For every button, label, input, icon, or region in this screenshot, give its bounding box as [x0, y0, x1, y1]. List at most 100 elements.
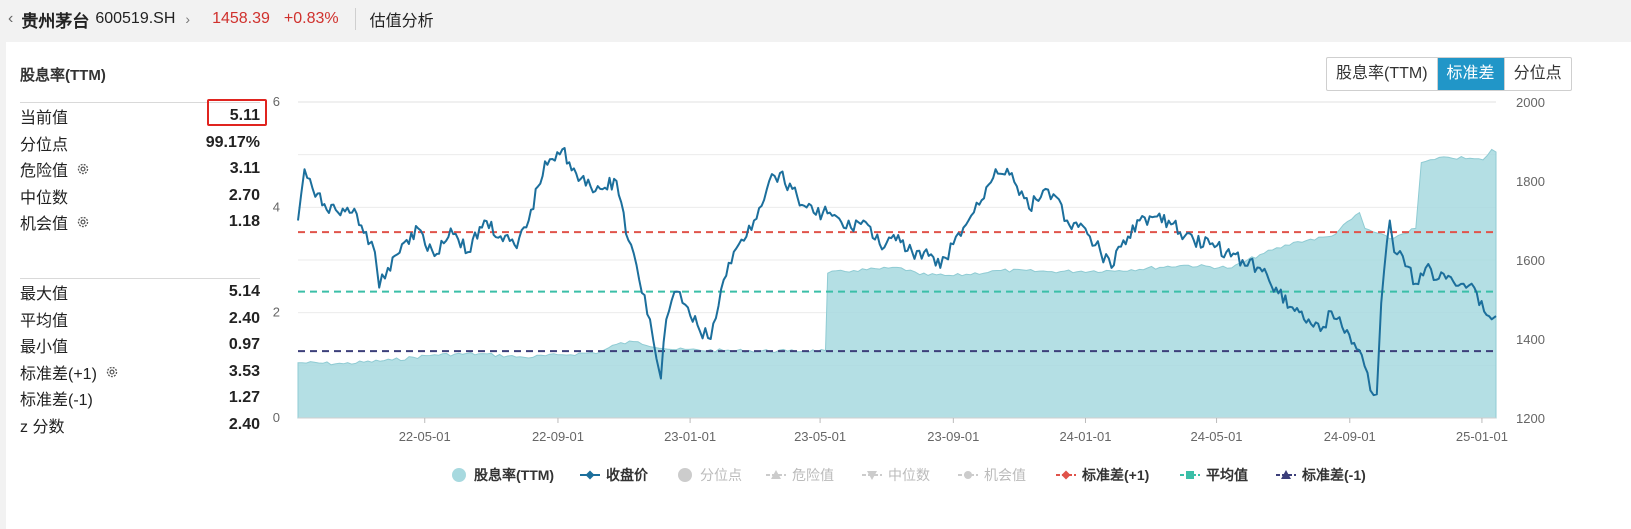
right-axis-tick: 1200: [1516, 411, 1545, 426]
stat-label-text: 最小值: [20, 339, 69, 357]
stat-row: 最大值 5.14: [20, 279, 260, 306]
stat-value: 99.17%: [205, 133, 260, 151]
stat-label-text: 标准差(+1): [20, 365, 97, 383]
stock-name: 贵州茅台: [21, 11, 90, 31]
x-axis-tick: 23-05-01: [794, 429, 846, 444]
top-bar: ‹ 贵州茅台 600519.SH › 1458.39 +0.83% 估值分析: [0, 0, 1631, 38]
legend-label: 收盘价: [606, 467, 649, 483]
chevron-right-icon[interactable]: ›: [185, 11, 191, 27]
legend-label: 标准差(-1): [1301, 467, 1366, 483]
legend-marker: [1281, 470, 1291, 479]
legend-item-0[interactable]: 股息率(TTM): [452, 467, 554, 483]
left-axis-tick: 6: [273, 94, 280, 109]
stat-label: 分位点: [20, 131, 68, 155]
legend-label: 标准差(+1): [1081, 467, 1149, 483]
legend-marker: [585, 470, 595, 480]
stat-value: 2.40: [228, 415, 260, 433]
stat-value: 0.97: [228, 336, 260, 354]
stat-label-text: 最大值: [20, 286, 69, 304]
stat-value: 5.11: [229, 107, 260, 125]
left-axis-tick: 2: [273, 305, 280, 320]
stat-row: 危险值 3.11: [20, 156, 260, 183]
legend-marker: [867, 471, 877, 480]
stat-row: 最小值 0.97: [20, 332, 260, 359]
stat-label: 标准差(-1): [20, 386, 93, 410]
gear-icon[interactable]: [76, 162, 90, 176]
stat-row: 中位数 2.70: [20, 183, 260, 210]
tab-2[interactable]: 分位点: [1513, 65, 1562, 82]
right-axis-tick: 1400: [1516, 332, 1545, 347]
right-axis-tick: 1800: [1516, 174, 1545, 189]
legend-item-4[interactable]: 中位数: [862, 467, 930, 483]
x-axis-tick: 25-01-01: [1456, 429, 1508, 444]
legend-label: 机会值: [984, 467, 1026, 483]
stat-label-text: 当前值: [20, 110, 69, 128]
legend-label: 中位数: [888, 467, 930, 483]
legend-label: 危险值: [792, 467, 834, 483]
stat-label: 当前值: [20, 104, 68, 128]
panel-title: 股息率(TTM): [20, 67, 106, 84]
stat-value: 3.11: [229, 160, 260, 178]
stat-value: 3.53: [228, 362, 260, 380]
gear-icon[interactable]: [76, 215, 90, 229]
legend-label: 平均值: [1206, 467, 1248, 483]
right-axis-tick: 2000: [1516, 95, 1545, 110]
stat-label-text: 标准差(-1): [20, 392, 93, 410]
stat-label: 中位数: [20, 184, 68, 208]
legend-item-5[interactable]: 机会值: [958, 467, 1026, 483]
x-axis-tick: 22-05-01: [399, 429, 451, 444]
legend-item-7[interactable]: 平均值: [1180, 467, 1248, 483]
page-title: 估值分析: [369, 13, 434, 30]
chevron-left-icon[interactable]: ‹: [8, 10, 14, 27]
stat-label: 最小值: [20, 333, 68, 357]
left-axis-tick: 4: [273, 199, 280, 214]
stat-value: 2.40: [228, 309, 260, 327]
stat-value: 1.27: [228, 389, 260, 407]
legend-item-6[interactable]: 标准差(+1): [1056, 467, 1149, 483]
right-axis-tick: 1600: [1516, 253, 1545, 268]
current-value-highlight: [207, 99, 267, 126]
legend-label: 股息率(TTM): [474, 467, 554, 483]
stat-label: 平均值: [20, 307, 68, 331]
stats-group-primary: 当前值 5.11 分位点 99.17% 危险值 3.11 中位数 2.70 机会值 1.18: [20, 102, 260, 236]
stat-label-text: z 分数: [20, 418, 65, 436]
stats-group-secondary: 最大值 5.14 平均值 2.40 最小值 0.97 标准差(+1) 3.53 标准差(-1) 1…: [20, 278, 260, 438]
series-close-price-line: [297, 147, 1497, 397]
legend-item-2[interactable]: 分位点: [678, 467, 742, 483]
stat-label-text: 危险值: [20, 163, 69, 181]
stat-label: 最大值: [20, 280, 68, 304]
stat-label: 危险值: [20, 157, 90, 181]
stat-label-text: 中位数: [20, 189, 69, 207]
legend-marker: [964, 471, 972, 479]
stat-row: 标准差(-1) 1.27: [20, 385, 260, 412]
stat-label-text: 分位点: [20, 136, 69, 154]
legend-marker: [1186, 471, 1194, 479]
price-change: +0.83%: [283, 10, 339, 27]
x-axis-tick: 24-01-01: [1059, 429, 1111, 444]
tab-0[interactable]: 股息率(TTM): [1327, 58, 1438, 90]
stat-label: z 分数: [20, 413, 64, 437]
x-axis-tick: 23-09-01: [927, 429, 979, 444]
stock-price: 1458.39: [212, 10, 270, 27]
x-axis-tick: 24-05-01: [1191, 429, 1243, 444]
x-axis-tick: 23-01-01: [664, 429, 716, 444]
legend-marker: [1061, 470, 1071, 480]
legend-item-3[interactable]: 危险值: [766, 467, 834, 483]
stat-value: 2.70: [228, 186, 260, 204]
x-axis-tick: 24-09-01: [1324, 429, 1376, 444]
legend-label: 分位点: [700, 467, 742, 483]
legend-marker: [452, 468, 466, 482]
legend-item-1[interactable]: 收盘价: [580, 467, 649, 483]
left-axis-tick: 0: [273, 410, 280, 425]
tab-1[interactable]: 标准差: [1437, 58, 1505, 90]
stat-row: 分位点 99.17%: [20, 130, 260, 157]
stat-row: 机会值 1.18: [20, 209, 260, 236]
legend-marker: [678, 468, 692, 482]
stat-row: 平均值 2.40: [20, 306, 260, 333]
gear-icon[interactable]: [105, 365, 119, 379]
legend-item-8[interactable]: 标准差(-1): [1276, 467, 1366, 483]
stat-label-text: 平均值: [20, 312, 69, 330]
series-dividend-yield-area: [297, 148, 1497, 419]
header-divider: [354, 8, 356, 30]
